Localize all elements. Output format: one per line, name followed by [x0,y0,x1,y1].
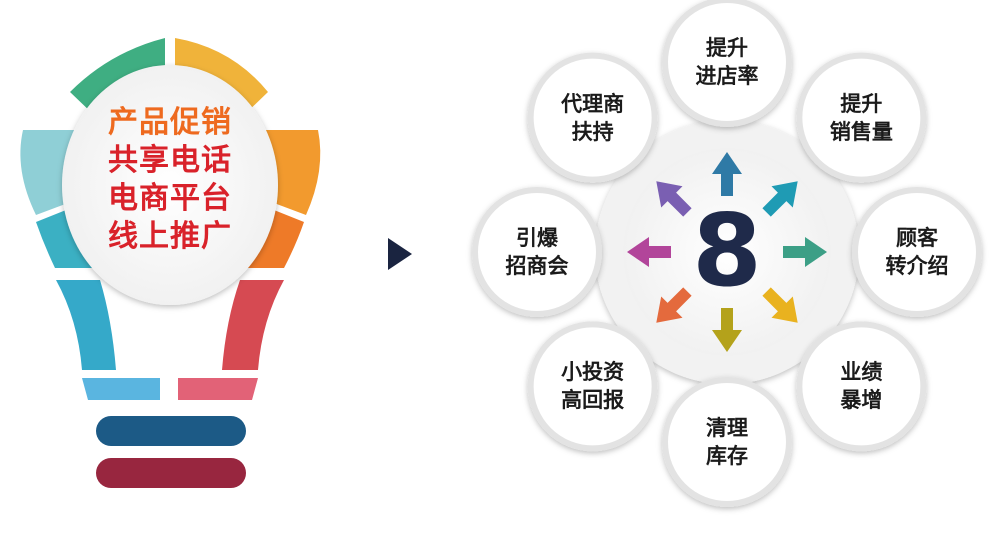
bulb-line-online-promo: 线上推广 [108,219,232,254]
bulb-segment-green [70,38,165,116]
bulb-segment-blue [56,280,116,370]
bulb-segment-yellow [175,38,268,116]
bulb-text-block: 产品促销 共享电话 电商平台 线上推广 [90,104,250,256]
node-label-line2: 高回报 [561,388,625,413]
arrow-1 [712,152,742,196]
node-label-line2: 扶持 [571,119,614,144]
pointer-triangle [388,238,412,270]
node-label: 业绩 暴增 [806,358,916,414]
node-label-line2: 进店率 [695,64,759,88]
arrow-5 [712,308,742,352]
node-label-line1: 清理 [706,416,748,440]
node-label: 清理 库存 [672,414,782,470]
bulb-segment-red [222,280,284,370]
lightbulb [20,38,321,488]
node-label-line1: 引爆 [516,226,558,250]
node-label: 代理商 扶持 [538,90,648,146]
bulb-segment-lightblue [82,378,160,400]
arrow-7 [627,237,671,267]
bulb-base-bottom [96,458,246,488]
arrow-8 [656,181,692,217]
bulb-base-top [96,416,246,446]
node-circle [662,377,792,507]
node-circle [796,52,927,183]
arrow-group [627,152,827,352]
arrow-6 [656,287,692,323]
node-label: 引爆 招商会 [482,224,592,280]
node-label-line2: 库存 [706,444,748,468]
node-circle [852,187,982,317]
node-label-line1: 顾客 [896,226,938,250]
node-circle [796,321,927,452]
arrow-3 [783,237,827,267]
node-label-line2: 暴增 [840,388,883,413]
arrow-4 [762,287,798,323]
center-number: 8 [692,192,762,309]
bulb-line-shared-phone: 共享电话 [108,143,232,178]
node-label: 提升 进店率 [672,34,782,90]
node-label-line1: 小投资 [561,360,625,385]
arrow-2 [762,181,798,217]
node-label: 提升 销售量 [806,90,916,146]
node-label-line2: 转介绍 [885,254,949,278]
bulb-line-promotion: 产品促销 [108,105,232,140]
bulb-segment-pink [178,378,258,400]
node-label-line2: 销售量 [829,119,893,144]
bulb-line-ecommerce: 电商平台 [108,181,232,216]
node-label: 顾客 转介绍 [862,224,972,280]
node-label-line2: 招商会 [505,254,569,278]
bulb-glow [62,65,278,305]
node-circle [472,187,602,317]
node-circle [527,321,658,452]
node-label: 小投资 高回报 [538,358,648,414]
node-label-line1: 提升 [706,36,748,60]
node-label-line1: 代理商 [561,91,625,116]
node-circle-group [472,0,982,507]
node-circle [662,0,792,127]
node-label-line1: 提升 [840,91,883,116]
node-label-line1: 业绩 [840,360,883,385]
node-circle [527,52,658,183]
